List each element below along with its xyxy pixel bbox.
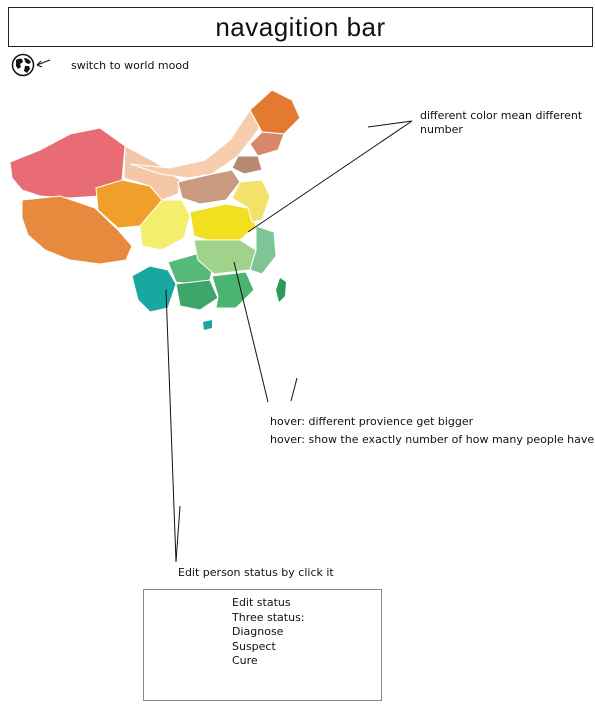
province-guangdong[interactable] — [211, 271, 255, 309]
navbar-title: navagition bar — [215, 11, 386, 42]
province-liaoning[interactable] — [231, 155, 263, 175]
province-guangxi[interactable] — [175, 279, 219, 311]
province-yunnan[interactable] — [131, 265, 177, 313]
province-central[interactable] — [189, 203, 257, 243]
hover-number-note: hover: show the exactly number of how ma… — [270, 433, 595, 446]
province-north-central[interactable] — [177, 169, 241, 205]
hainan-island — [203, 320, 212, 330]
province-jilin[interactable] — [249, 131, 285, 157]
china-map[interactable] — [0, 70, 301, 340]
edit-status-panel: Edit status Three status: Diagnose Suspe… — [143, 589, 382, 701]
edit-status-note: Edit person status by click it — [178, 566, 334, 579]
status-option-diagnose[interactable]: Diagnose — [232, 625, 284, 639]
province-gansu[interactable] — [123, 145, 181, 201]
status-option-suspect[interactable]: Suspect — [232, 639, 276, 653]
color-legend-note: different color mean different number — [420, 109, 583, 136]
hover-bigger-note: hover: different provience get bigger — [270, 415, 474, 428]
province-tibet[interactable] — [21, 195, 133, 265]
globe-icon[interactable] — [11, 53, 35, 77]
status-panel-subtitle: Three status: — [232, 610, 305, 624]
switch-world-label: switch to world mood — [71, 59, 190, 72]
province-sichuan[interactable] — [139, 199, 191, 251]
status-option-cure[interactable]: Cure — [232, 654, 258, 668]
status-panel-title: Edit status — [232, 596, 291, 609]
province-taiwan[interactable] — [276, 278, 286, 302]
navigation-bar: navagition bar — [8, 7, 593, 47]
